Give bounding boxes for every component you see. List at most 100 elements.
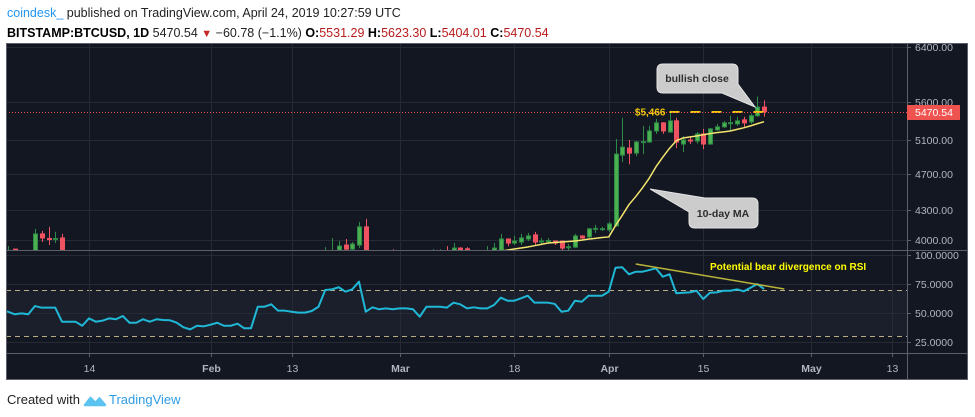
created-with-text: Created with <box>7 392 80 407</box>
candle-body <box>600 228 605 231</box>
rsi-axis-label: 100.0000 <box>915 250 959 262</box>
candle-down <box>627 139 632 165</box>
candle-up <box>735 116 740 126</box>
candle-body <box>701 133 706 145</box>
candle-body <box>587 228 592 238</box>
low-label: L: <box>429 26 442 40</box>
tradingview-link[interactable]: TradingView <box>83 392 181 407</box>
candle-body <box>634 141 639 154</box>
candle-body <box>641 141 646 144</box>
annotations: bullish close 10-day MA Potential bear d… <box>635 63 866 273</box>
candle-body <box>53 237 58 240</box>
callout-bubble <box>649 188 759 229</box>
close-label: C: <box>490 26 504 40</box>
candle-body <box>533 234 538 243</box>
candle-body <box>452 247 457 250</box>
author-link[interactable]: coindesk_ <box>7 6 64 20</box>
candle-up <box>634 141 639 157</box>
candle-up <box>53 231 58 244</box>
candle-down <box>580 235 585 239</box>
candle-up <box>499 233 504 250</box>
candle-up <box>654 118 659 134</box>
time-axis-label: 13 <box>287 363 299 375</box>
candle-up <box>587 227 592 238</box>
publish-text: published on TradingView.com, April 24, … <box>66 6 401 20</box>
candle-down <box>674 117 679 149</box>
candle-up <box>715 123 720 131</box>
candle-body <box>47 237 52 240</box>
candle-body <box>364 226 369 250</box>
candle-body <box>762 106 767 113</box>
candle-down <box>533 231 538 246</box>
tradingview-logo-icon <box>83 396 107 406</box>
price-axis-label: 4000.00 <box>915 235 953 247</box>
candle-body <box>546 240 551 243</box>
chart-frame <box>6 43 968 380</box>
footer: Created with TradingView <box>7 392 181 407</box>
price-axis-label: 4300.00 <box>915 205 953 217</box>
candle-body <box>526 235 531 240</box>
low-value: 5404.01 <box>441 26 487 40</box>
candle-body <box>715 126 720 131</box>
candle-down <box>40 230 45 243</box>
candle-body <box>668 120 673 133</box>
candle-body <box>539 240 544 243</box>
time-axis-label: 15 <box>698 363 710 375</box>
time-axis-label: May <box>801 363 822 375</box>
high-group: H:5623.30 <box>368 26 426 40</box>
candle-body <box>350 243 355 250</box>
candle-up <box>337 241 342 250</box>
symbol-info: BITSTAMP:BTCUSD, 1D 5470.54 −60.78 (−1.1… <box>7 25 549 42</box>
last-price-label: 5470.54 <box>915 107 953 119</box>
ma-line <box>503 120 765 250</box>
candle-body <box>566 246 571 249</box>
close-value: 5470.54 <box>503 26 549 40</box>
candle-down <box>447 246 448 250</box>
candle-body <box>60 237 65 250</box>
candle-body <box>458 247 463 250</box>
candlestick-series <box>8 96 767 250</box>
candle-up <box>668 110 673 133</box>
callout-bubble <box>656 63 757 109</box>
candle-body <box>492 247 497 250</box>
candle-up <box>647 125 652 143</box>
candle-down <box>762 100 767 117</box>
candle-body <box>560 240 565 249</box>
candle-body <box>506 238 511 244</box>
candle-up <box>600 226 605 231</box>
price-overlays <box>6 110 907 250</box>
time-axis-label: Apr <box>600 363 618 375</box>
candle-body <box>647 130 652 143</box>
symbol-label: BITSTAMP:BTCUSD, 1D <box>7 26 150 40</box>
candle-up <box>519 233 524 246</box>
candle-up <box>566 244 571 250</box>
high-value: 5623.30 <box>381 26 427 40</box>
candle-down <box>47 226 52 246</box>
down-triangle-icon <box>201 26 212 40</box>
rsi-divergence-note: Potential bear divergence on RSI <box>710 262 866 273</box>
candle-up <box>620 117 625 163</box>
candle-body <box>33 233 38 250</box>
chart-border <box>6 43 968 380</box>
candle-body <box>620 146 625 156</box>
candle-down <box>458 247 463 250</box>
candle-body <box>661 122 666 132</box>
candle-up <box>539 237 544 245</box>
close-group: C:5470.54 <box>490 26 548 40</box>
candle-up <box>492 243 497 250</box>
candle-body <box>654 122 659 132</box>
time-axis-label: 14 <box>84 363 96 375</box>
candle-up <box>641 125 646 155</box>
candle-down <box>742 116 747 128</box>
candle-up <box>681 135 686 153</box>
candle-body <box>708 128 713 145</box>
price-axis-label: 4700.00 <box>915 169 953 181</box>
publish-info: coindesk_ published on TradingView.com, … <box>7 5 401 21</box>
open-group: O:5531.29 <box>305 26 364 40</box>
candle-body <box>337 245 342 250</box>
candle-body <box>674 120 679 143</box>
candle-body <box>593 227 598 230</box>
candle-up <box>614 139 619 227</box>
rsi-axis-label: 50.0000 <box>915 308 953 320</box>
